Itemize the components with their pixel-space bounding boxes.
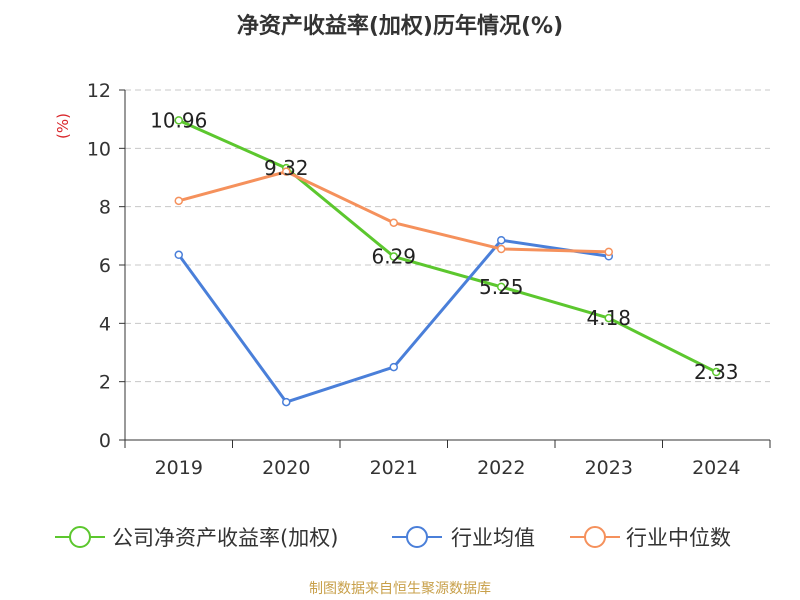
y-tick-label-6: 6 (99, 255, 111, 277)
series-0-point-2023 (604, 313, 613, 323)
chart-title: 净资产收益率(加权)历年情况(%) (236, 14, 564, 39)
x-tick-label-2021: 2021 (370, 457, 418, 479)
x-tick-label-2023: 2023 (585, 457, 633, 479)
series-1-point-2020 (282, 397, 291, 407)
data-label-2024: 2.33 (694, 360, 739, 384)
tick-labels: 0 2 4 6 8 10 12 (%) 2019 2020 2021 2022 2023 2024 (54, 80, 740, 479)
x-tick-label-2020: 2020 (262, 457, 310, 479)
x-tick-label-2022: 2022 (477, 457, 525, 479)
y-tick-label-2: 2 (99, 372, 111, 394)
series-2-point-2019 (174, 196, 183, 206)
series-1-point-2022 (497, 235, 506, 245)
x-tick-label-2019: 2019 (155, 457, 203, 479)
data-label-2019: 10.96 (150, 108, 207, 132)
x-tick-label-2024: 2024 (692, 457, 740, 479)
series-2-point-2022 (497, 244, 506, 254)
y-tick-label-0: 0 (99, 430, 111, 452)
y-tick-label-10: 10 (87, 138, 111, 160)
data-label-2023: 4.18 (586, 306, 631, 330)
legend-label-0: 公司净资产收益率(加权) (112, 526, 338, 550)
series-1-point-2019 (174, 250, 183, 260)
legend-label-1: 行业均值 (451, 526, 535, 550)
legend-marker-0 (69, 526, 91, 548)
data-label-2022: 5.25 (479, 275, 524, 299)
axes (119, 89, 771, 448)
series-line-0 (178, 118, 717, 374)
series-2-point-2020 (282, 167, 291, 176)
legend-marker-1 (406, 526, 428, 548)
source-note: 制图数据来自恒生聚源数据库 (309, 581, 491, 597)
data-labels: 10.96 9.32 6.29 5.25 4.18 2.33 (150, 108, 738, 384)
series-0-point-2019 (174, 116, 183, 125)
grid-lines (125, 89, 770, 383)
series-line-2 (178, 170, 609, 254)
series-0-point-2022 (497, 282, 506, 292)
series-0-point-2024 (712, 367, 721, 377)
series-lines (177, 118, 717, 404)
legend: 公司净资产收益率(加权) 行业均值 行业中位数 (55, 526, 731, 550)
series-1-point-2021 (389, 362, 398, 372)
series-0-point-2021 (389, 252, 398, 261)
y-tick-label-12: 12 (87, 80, 111, 102)
y-tick-label-8: 8 (99, 197, 111, 219)
series-points (174, 116, 721, 407)
y-axis-label: (%) (54, 113, 72, 139)
data-label-2020: 9.32 (264, 156, 309, 180)
legend-label-2: 行业中位数 (626, 526, 731, 550)
series-2-point-2023 (604, 247, 613, 257)
series-2-point-2021 (389, 218, 398, 227)
legend-marker-2 (584, 526, 606, 548)
y-tick-label-4: 4 (99, 313, 111, 335)
data-label-2021: 6.29 (371, 245, 416, 269)
